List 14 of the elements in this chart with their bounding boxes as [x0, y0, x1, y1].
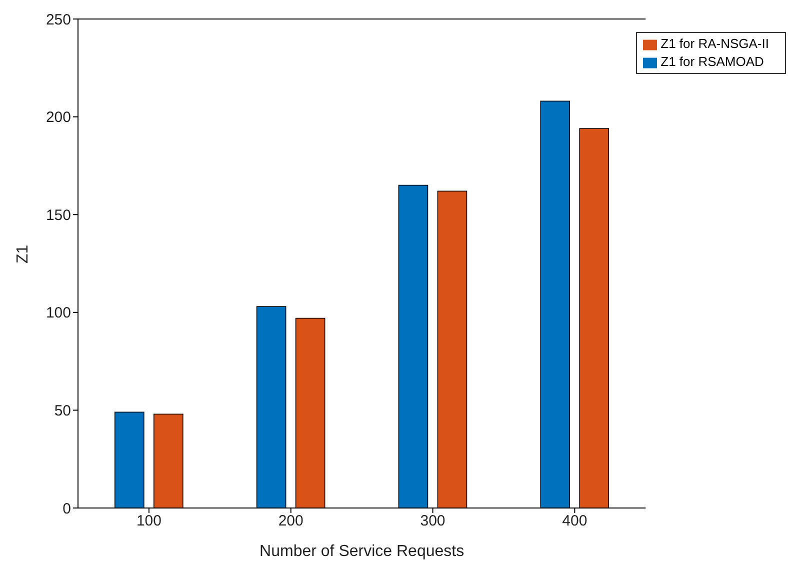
y-tick-label: 100: [46, 304, 71, 322]
y-tick-label: 50: [54, 402, 71, 420]
x-tick-label: 100: [136, 512, 162, 530]
y-tick-label: 200: [46, 109, 71, 126]
y-tick-label: 250: [46, 11, 71, 28]
legend-label: Z1 for RA-NSGA-II: [660, 36, 769, 51]
x-tick-label: 200: [278, 512, 304, 530]
x-axis-title: Number of Service Requests: [260, 543, 464, 560]
y-axis-title: Z1: [14, 244, 32, 264]
y-tick-label: 150: [46, 206, 71, 224]
y-tick-label: 0: [62, 500, 71, 518]
legend-label: Z1 for RSAMOAD: [660, 54, 764, 69]
x-tick-label: 400: [562, 512, 588, 530]
x-tick-label: 300: [420, 512, 446, 530]
